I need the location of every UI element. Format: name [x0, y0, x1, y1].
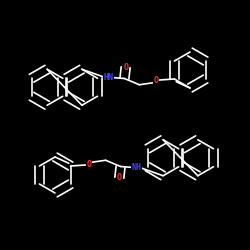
Text: NH: NH	[132, 163, 142, 172]
Text: HN: HN	[103, 73, 113, 82]
Text: O: O	[117, 173, 122, 182]
Text: O: O	[153, 76, 158, 85]
Text: O: O	[123, 63, 128, 72]
Text: O: O	[87, 160, 92, 169]
